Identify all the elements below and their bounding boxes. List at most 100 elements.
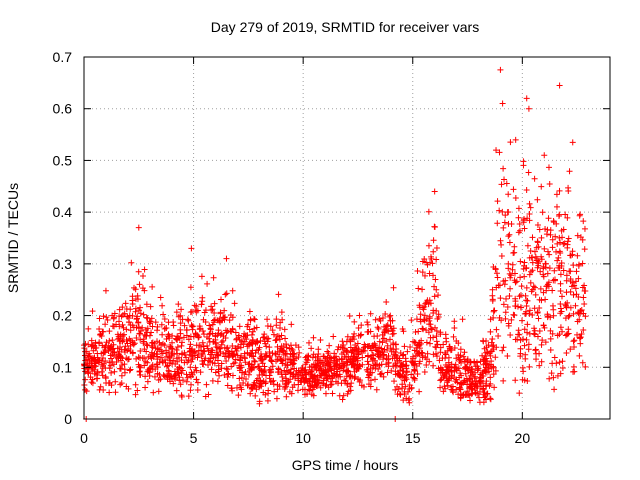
data-point bbox=[309, 386, 316, 393]
data-point bbox=[159, 331, 166, 338]
data-point bbox=[380, 335, 387, 342]
data-point bbox=[289, 361, 296, 368]
data-point bbox=[278, 309, 285, 316]
data-point bbox=[483, 355, 490, 362]
data-point bbox=[534, 239, 541, 246]
data-point bbox=[433, 338, 440, 345]
data-point bbox=[311, 364, 318, 371]
data-point bbox=[133, 315, 140, 322]
data-point bbox=[181, 359, 188, 366]
data-point bbox=[374, 347, 381, 354]
data-point bbox=[537, 268, 544, 275]
data-point bbox=[148, 343, 155, 350]
data-point bbox=[416, 388, 423, 395]
data-point bbox=[164, 353, 171, 360]
data-point bbox=[552, 233, 559, 240]
data-point bbox=[351, 330, 358, 337]
data-point bbox=[215, 327, 222, 334]
data-point bbox=[377, 317, 384, 324]
data-point bbox=[161, 325, 168, 332]
data-point bbox=[500, 165, 507, 172]
data-point bbox=[124, 356, 131, 363]
data-point bbox=[476, 399, 483, 406]
data-point bbox=[507, 139, 514, 146]
data-point bbox=[259, 356, 266, 363]
data-point bbox=[273, 322, 280, 329]
data-point bbox=[451, 318, 458, 325]
data-point bbox=[229, 372, 236, 379]
data-point bbox=[253, 347, 260, 354]
data-point bbox=[549, 244, 556, 251]
data-point bbox=[283, 380, 290, 387]
data-point bbox=[356, 312, 363, 319]
data-point bbox=[264, 322, 271, 329]
data-point bbox=[154, 338, 160, 345]
data-point bbox=[97, 331, 104, 338]
data-point bbox=[367, 310, 374, 317]
data-point bbox=[423, 259, 430, 266]
data-point bbox=[331, 363, 338, 370]
x-tick-label: 5 bbox=[190, 430, 198, 446]
data-point bbox=[286, 388, 293, 395]
data-point bbox=[210, 338, 217, 345]
data-point bbox=[498, 241, 505, 248]
data-point bbox=[437, 377, 444, 384]
data-point bbox=[177, 320, 184, 327]
data-point bbox=[154, 356, 161, 363]
data-point bbox=[539, 337, 546, 344]
data-point bbox=[570, 310, 577, 317]
data-point bbox=[218, 339, 225, 346]
data-point bbox=[135, 268, 142, 275]
data-point bbox=[310, 334, 317, 341]
data-point bbox=[381, 323, 388, 330]
data-point bbox=[269, 363, 276, 370]
data-point bbox=[547, 347, 554, 354]
data-point bbox=[480, 372, 487, 379]
data-point bbox=[354, 348, 361, 355]
data-point bbox=[524, 378, 531, 385]
data-point bbox=[216, 372, 223, 379]
data-point bbox=[557, 300, 564, 307]
data-point bbox=[557, 310, 564, 317]
data-point bbox=[576, 212, 583, 219]
data-point bbox=[490, 263, 497, 270]
data-point bbox=[480, 361, 487, 368]
data-point bbox=[248, 384, 255, 391]
data-point bbox=[269, 327, 276, 334]
data-point bbox=[524, 215, 531, 222]
data-point bbox=[582, 288, 589, 294]
data-point bbox=[546, 265, 553, 272]
data-point bbox=[226, 352, 233, 359]
data-point bbox=[546, 251, 553, 258]
data-point bbox=[217, 318, 224, 325]
data-point bbox=[542, 264, 549, 271]
data-point bbox=[370, 352, 377, 359]
data-point bbox=[218, 360, 225, 367]
data-point bbox=[338, 356, 345, 363]
grid-lines bbox=[84, 57, 610, 419]
data-point bbox=[322, 390, 329, 397]
data-point bbox=[253, 386, 260, 393]
data-point bbox=[204, 361, 211, 368]
data-point bbox=[208, 303, 215, 310]
data-point bbox=[476, 394, 483, 401]
data-point bbox=[263, 343, 270, 350]
data-point bbox=[427, 334, 434, 341]
data-point bbox=[423, 339, 430, 346]
data-point bbox=[89, 376, 96, 383]
data-point bbox=[272, 337, 279, 344]
data-point bbox=[129, 349, 136, 356]
data-point bbox=[581, 246, 588, 253]
data-point bbox=[329, 390, 336, 397]
data-point bbox=[150, 353, 157, 360]
data-point bbox=[481, 368, 488, 375]
data-point bbox=[550, 374, 557, 381]
data-points bbox=[81, 66, 589, 422]
data-point bbox=[212, 369, 219, 376]
data-point bbox=[252, 392, 259, 399]
data-point bbox=[560, 267, 567, 274]
data-point bbox=[223, 290, 230, 297]
data-point bbox=[570, 338, 577, 345]
data-point bbox=[501, 176, 508, 183]
data-point bbox=[500, 224, 507, 231]
